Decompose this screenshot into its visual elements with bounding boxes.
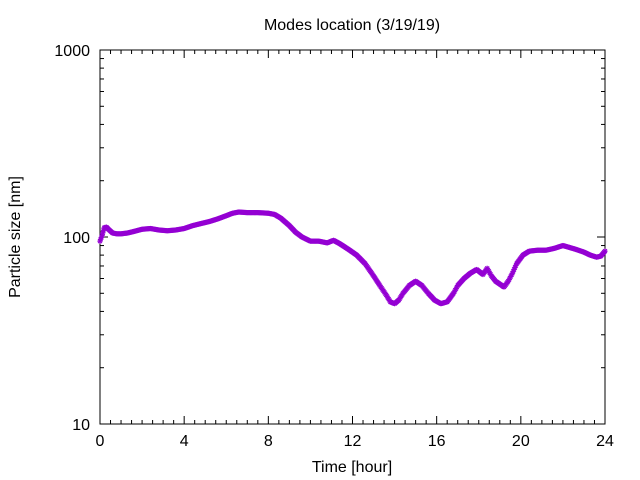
- plot-frame: [99, 49, 606, 425]
- x-tick-label: 16: [428, 433, 446, 450]
- x-tick-label: 8: [264, 433, 273, 450]
- x-axis-label: Time [hour]: [312, 459, 392, 476]
- y-tick-label: 100: [63, 230, 90, 247]
- x-tick-label: 12: [344, 433, 362, 450]
- x-tick-label: 4: [180, 433, 189, 450]
- y-tick-label: 1000: [54, 43, 90, 60]
- x-tick-label: 20: [512, 433, 530, 450]
- plot-area: 0 4 8 12 16 20 24 10 100 1000: [54, 43, 614, 450]
- x-tick-label: 0: [96, 433, 105, 450]
- data-point: [602, 248, 608, 254]
- chart-title: Modes location (3/19/19): [264, 17, 440, 34]
- y-axis-label: Particle size [nm]: [7, 176, 24, 298]
- x-tick-label: 24: [596, 433, 614, 450]
- y-tick-label: 10: [72, 417, 90, 434]
